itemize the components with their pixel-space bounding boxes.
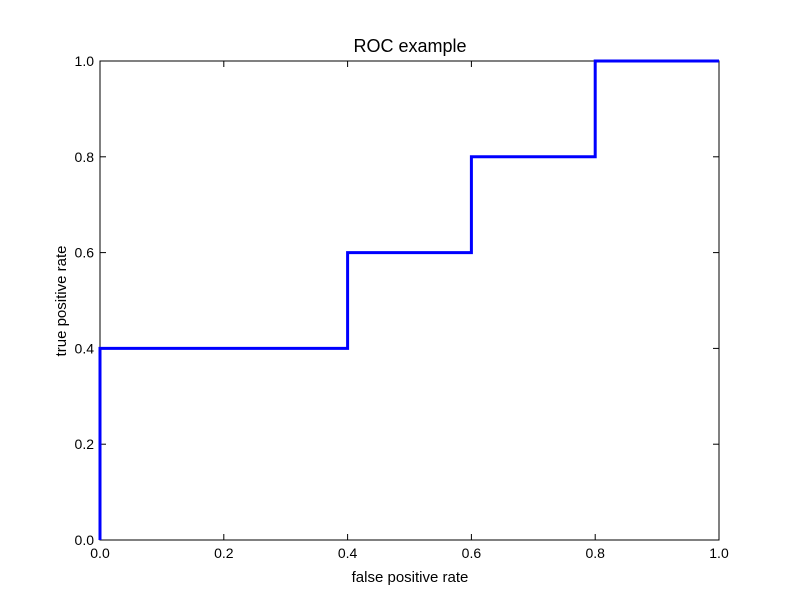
x-tick-label: 0.8 (585, 545, 605, 561)
x-tick-label: 0.2 (214, 545, 234, 561)
y-tick-label: 0.8 (75, 149, 95, 165)
chart-title: ROC example (353, 36, 466, 56)
plot-frame-group (99, 60, 720, 541)
y-tick-label: 1.0 (75, 53, 95, 69)
x-tick-label: 0.4 (338, 545, 358, 561)
plot-frame (99, 60, 720, 541)
x-tick-label: 1.0 (709, 545, 729, 561)
y-tick-label: 0.4 (75, 340, 95, 356)
x-axis-ticks: 0.0 0.2 0.4 0.6 0.8 1.0 (90, 61, 729, 561)
x-axis-label: false positive rate (352, 569, 469, 586)
x-tick-label: 0.0 (90, 545, 110, 561)
x-tick-label: 0.6 (462, 545, 482, 561)
y-tick-label: 0.0 (75, 532, 95, 548)
y-tick-label: 0.6 (75, 245, 95, 261)
series-group (98, 59, 719, 540)
roc-curve-line (98, 59, 719, 540)
y-axis-label: true positive rate (53, 246, 70, 357)
y-tick-label: 0.2 (75, 436, 95, 452)
y-axis-ticks: 0.0 0.2 0.4 0.6 0.8 1.0 (75, 53, 719, 548)
